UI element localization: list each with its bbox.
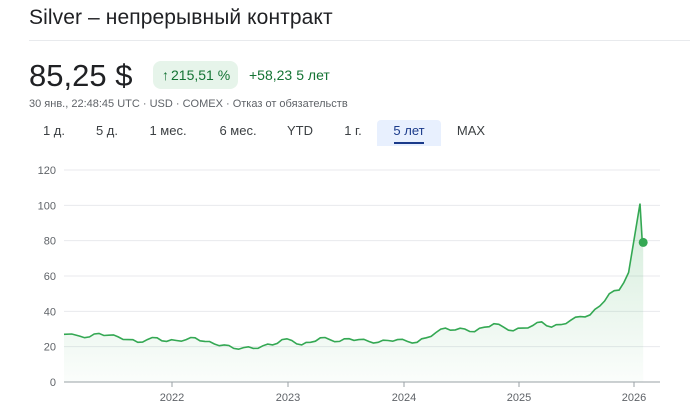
tab-6m[interactable]: 6 мес. bbox=[219, 123, 257, 138]
x-tick-label: 2026 bbox=[622, 392, 646, 404]
tab-1y[interactable]: 1 г. bbox=[344, 123, 362, 138]
x-tick-label: 2023 bbox=[276, 392, 300, 404]
current-price-marker bbox=[638, 237, 648, 247]
tab-max[interactable]: MAX bbox=[456, 123, 486, 138]
arrow-up-icon: ↑ bbox=[162, 67, 169, 83]
y-tick-label: 100 bbox=[38, 200, 56, 212]
tab-5d[interactable]: 5 д. bbox=[95, 123, 119, 138]
change-period: 5 лет bbox=[296, 67, 330, 83]
y-tick-label: 120 bbox=[38, 165, 56, 177]
tab-1d[interactable]: 1 д. bbox=[42, 123, 66, 138]
tab-1m[interactable]: 1 мес. bbox=[149, 123, 187, 138]
current-price: 85,25 $ bbox=[29, 58, 133, 93]
x-tick-label: 2024 bbox=[392, 392, 416, 404]
y-tick-label: 40 bbox=[44, 306, 56, 318]
tab-5y[interactable]: 5 лет bbox=[377, 120, 441, 146]
quote-meta: 30 янв., 22:48:45 UTC · USD · COMEX · От… bbox=[29, 98, 348, 110]
price-line bbox=[63, 203, 644, 351]
price-area bbox=[64, 203, 644, 382]
x-tick-label: 2025 bbox=[507, 392, 531, 404]
y-tick-label: 20 bbox=[44, 342, 56, 354]
page-title: Silver – непрерывный контракт bbox=[29, 6, 333, 29]
change-percent: 215,51 % bbox=[171, 67, 231, 83]
active-tab-underline bbox=[394, 142, 424, 144]
price-chart[interactable]: 0 20 40 60 80 100 120 2022 2023 2024 2025 2026 bbox=[0, 160, 690, 419]
x-tick-label: 2022 bbox=[160, 392, 184, 404]
y-tick-label: 80 bbox=[44, 236, 56, 248]
y-tick-label: 60 bbox=[44, 271, 56, 283]
change-absolute: +58,23 5 лет bbox=[249, 67, 330, 83]
change-abs-value: +58,23 bbox=[249, 67, 293, 83]
change-percent-badge: ↑ 215,51 % bbox=[153, 61, 239, 89]
tab-ytd[interactable]: YTD bbox=[287, 123, 313, 138]
header-divider bbox=[29, 40, 690, 41]
y-tick-label: 0 bbox=[50, 377, 56, 389]
